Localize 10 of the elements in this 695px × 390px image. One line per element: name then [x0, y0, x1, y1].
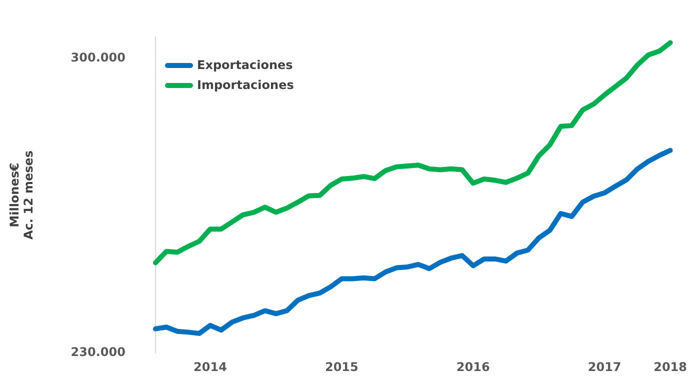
- legend-label: Importaciones: [197, 78, 294, 92]
- y-tick-label: 230.000: [70, 344, 126, 359]
- y-axis-title: Millones€ Ac. 12 meses: [7, 150, 36, 240]
- x-tick-label: 2018: [654, 360, 688, 374]
- legend-label: Exportaciones: [197, 58, 293, 72]
- x-tick-label: 2015: [324, 360, 358, 374]
- x-tick-label: 2017: [588, 360, 622, 374]
- x-tick-label: 2014: [194, 360, 227, 374]
- x-tick-label: 2016: [456, 360, 490, 374]
- y-tick-label: 300.000: [70, 50, 126, 64]
